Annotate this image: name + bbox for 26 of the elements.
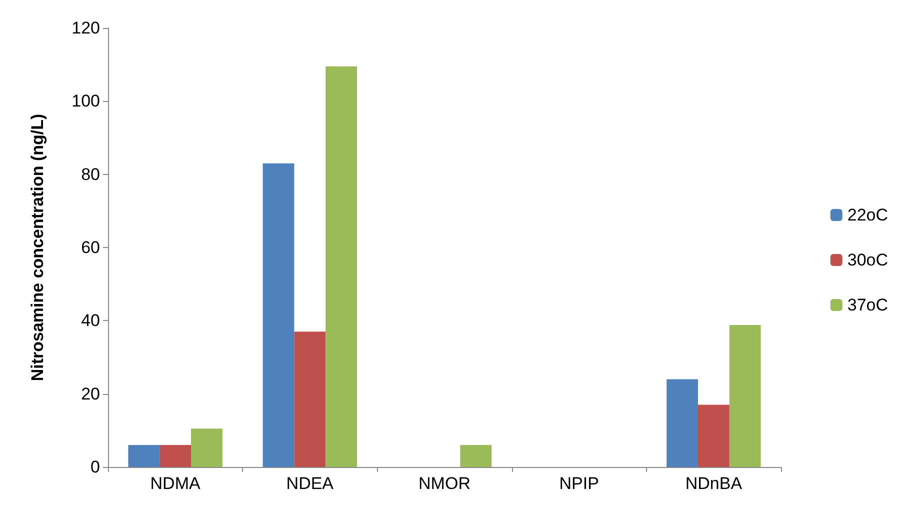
bar bbox=[326, 66, 358, 467]
x-tick-label: NMOR bbox=[418, 474, 470, 493]
bar bbox=[191, 428, 222, 467]
y-axis-title: Nitrosamine concentration (ng/L) bbox=[28, 114, 47, 382]
y-tick-label: 80 bbox=[81, 164, 100, 184]
bar bbox=[460, 445, 492, 467]
legend-label: 30oC bbox=[847, 250, 888, 270]
x-tick-label: NPIP bbox=[559, 474, 599, 493]
legend-label: 22oC bbox=[847, 206, 888, 224]
y-tick-label: 100 bbox=[72, 92, 100, 111]
y-tick-label: 20 bbox=[81, 384, 100, 404]
bar bbox=[666, 379, 698, 467]
x-tick-label: NDMA bbox=[150, 474, 201, 493]
y-tick-label: 40 bbox=[81, 311, 100, 330]
y-tick-label: 120 bbox=[72, 18, 100, 38]
bar bbox=[160, 445, 192, 467]
legend-label: 37oC bbox=[847, 296, 888, 314]
bar bbox=[262, 163, 294, 467]
bar bbox=[729, 325, 761, 467]
x-tick-label: NDnBA bbox=[685, 474, 743, 493]
y-tick-label: 0 bbox=[90, 458, 100, 476]
y-tick-label: 60 bbox=[81, 238, 100, 257]
bar bbox=[128, 445, 160, 467]
x-tick-label: NDEA bbox=[286, 474, 334, 493]
bar bbox=[294, 332, 326, 467]
bar bbox=[698, 404, 730, 467]
